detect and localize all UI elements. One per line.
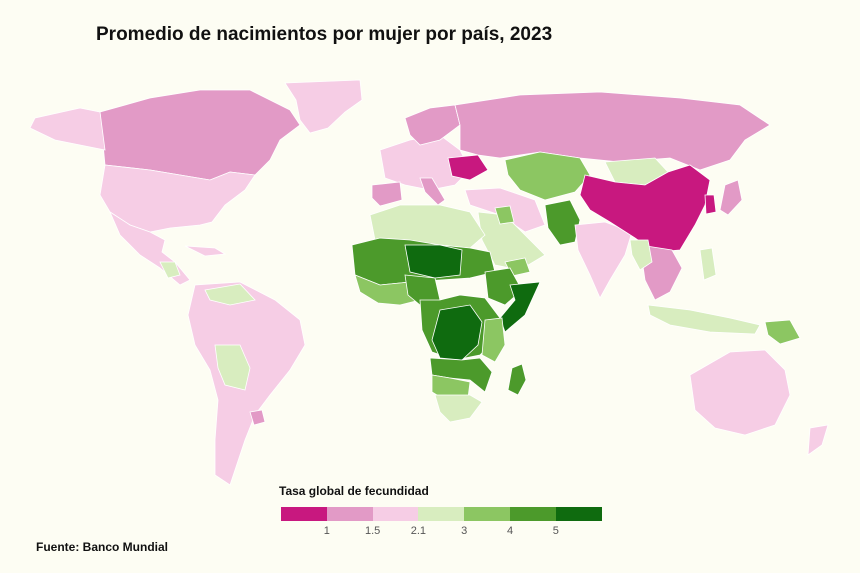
region-madagascar: [507, 363, 527, 396]
legend-title: Tasa global de fecundidad: [279, 484, 429, 498]
legend-swatch: [509, 507, 556, 521]
legend-swatch: [555, 507, 602, 521]
legend-swatch: [464, 507, 510, 521]
region-central-asia: [504, 151, 591, 201]
region-papua-new-guinea: [764, 319, 801, 345]
legend-tick-label: 1.5: [364, 525, 381, 537]
region-afghanistan-pakistan: [544, 199, 581, 246]
region-guatemala: [159, 261, 181, 279]
region-italy: [419, 177, 446, 206]
region-niger-chad: [404, 244, 463, 279]
region-korea: [704, 194, 717, 215]
region-philippines: [699, 247, 717, 281]
region-canada: [99, 89, 301, 181]
legend-tick-label: 4: [506, 525, 514, 537]
region-alaska: [29, 107, 106, 151]
region-east-africa: [481, 317, 506, 363]
region-venezuela-guyana: [204, 283, 256, 306]
region-new-zealand: [807, 424, 829, 456]
legend-tick-label: 5: [552, 525, 559, 537]
region-iraq: [494, 205, 515, 225]
region-iberia: [371, 181, 403, 207]
region-west-africa-coast: [354, 274, 421, 306]
legend-swatch: [372, 507, 419, 521]
legend-tick-label: 3: [461, 525, 468, 537]
region-china: [579, 164, 711, 253]
region-ukraine: [447, 154, 489, 181]
region-scandinavia: [404, 104, 461, 146]
region-myanmar-laos: [629, 239, 653, 271]
region-ethiopia: [484, 267, 523, 306]
region-somalia: [499, 281, 541, 333]
legend-swatch: [281, 507, 327, 521]
region-bolivia-paraguay: [214, 344, 251, 391]
region-india: [574, 221, 633, 299]
region-indonesia: [647, 304, 761, 335]
legend-swatch: [326, 507, 373, 521]
legend-tick-label: 2.1: [410, 525, 427, 537]
legend-swatch: [418, 507, 465, 521]
region-south-africa: [434, 394, 483, 423]
region-uruguay: [249, 409, 266, 426]
region-australia: [689, 349, 791, 436]
region-caribbean: [184, 245, 227, 257]
legend-color-scale: [281, 507, 602, 521]
region-russia: [454, 91, 771, 171]
region-greenland: [284, 79, 363, 134]
legend-tick-label: 1: [323, 525, 330, 537]
region-dr-congo: [431, 304, 483, 361]
source-note: Fuente: Banco Mundial: [36, 540, 168, 554]
region-japan: [719, 179, 743, 216]
map-title: Promedio de nacimientos por mujer por pa…: [96, 24, 553, 45]
